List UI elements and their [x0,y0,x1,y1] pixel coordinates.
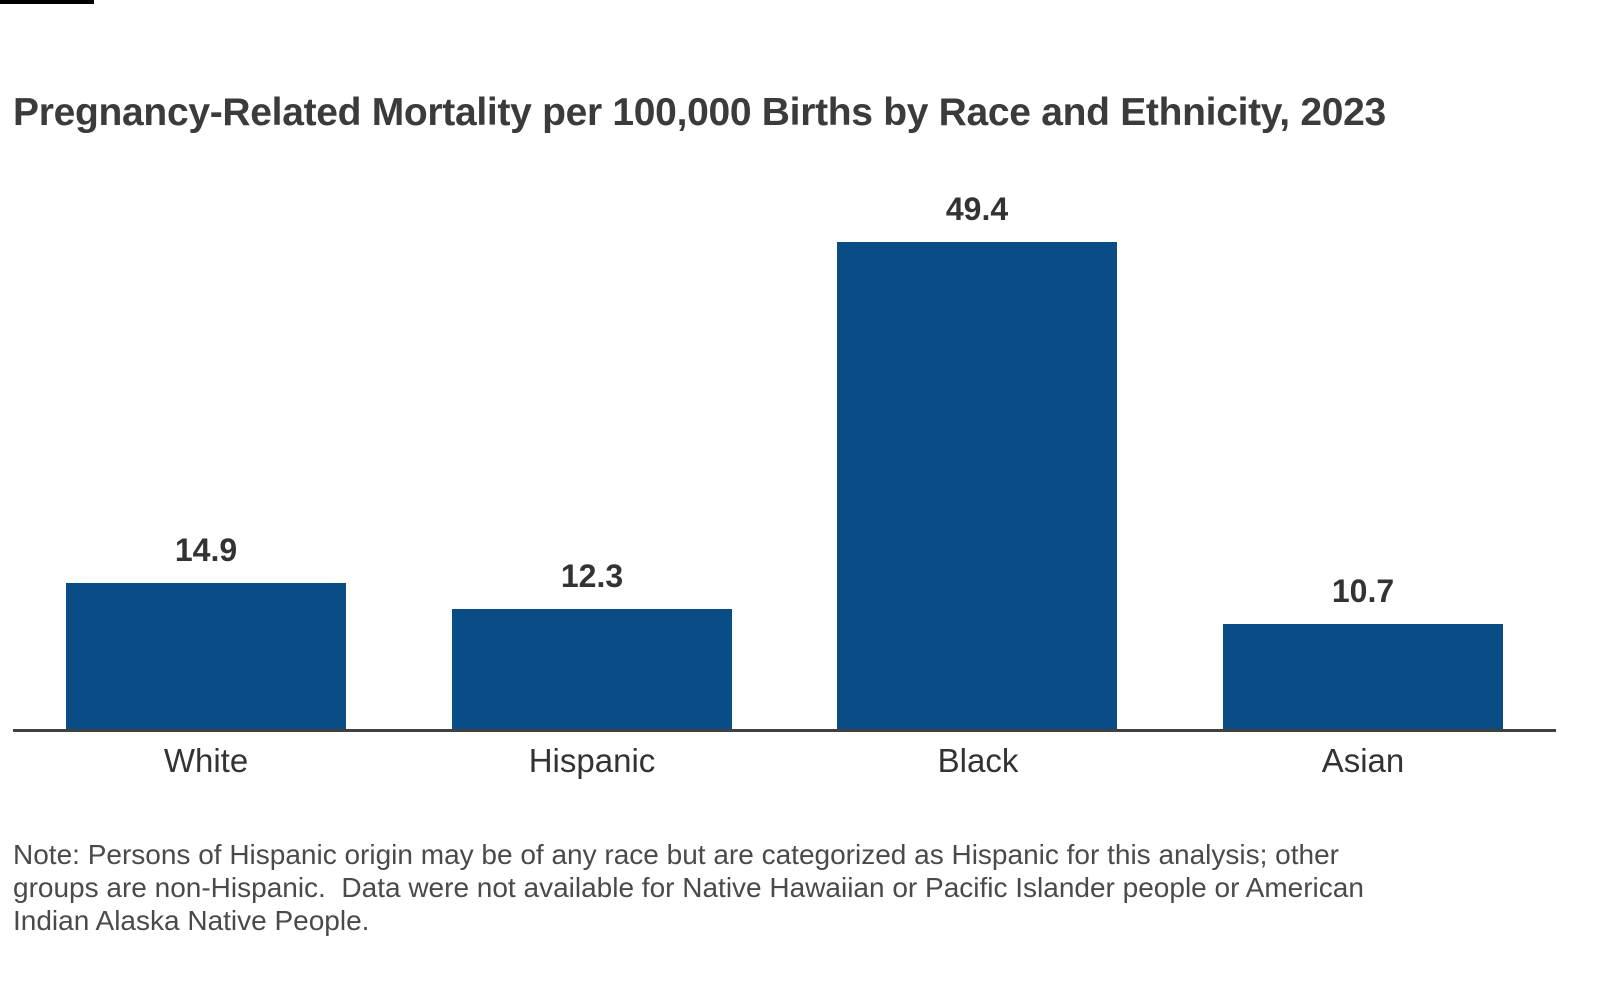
x-axis-label-black: Black [937,742,1019,779]
chart-title: Pregnancy-Related Mortality per 100,000 … [13,91,1386,135]
top-accent-bar [0,0,94,4]
plot-area: 14.9 12.3 49.4 10.7 [13,187,1556,730]
bar-value-label-black: 49.4 [945,191,1009,227]
x-axis-label-hispanic: Hispanic [528,742,656,779]
x-axis-label-white: White [163,742,249,779]
bar-value-label-white: 14.9 [174,532,238,568]
bar-value-label-asian: 10.7 [1331,573,1395,609]
bar-white [66,583,346,730]
chart-note: Note: Persons of Hispanic origin may be … [13,839,1372,936]
x-axis-label-asian: Asian [1321,742,1405,779]
bar-hispanic [452,609,732,730]
x-axis-line [13,729,1556,732]
bar-black [837,242,1117,730]
bar-asian [1223,624,1503,730]
bar-value-label-hispanic: 12.3 [560,558,624,594]
x-axis-labels: White Hispanic Black Asian [13,742,1556,782]
